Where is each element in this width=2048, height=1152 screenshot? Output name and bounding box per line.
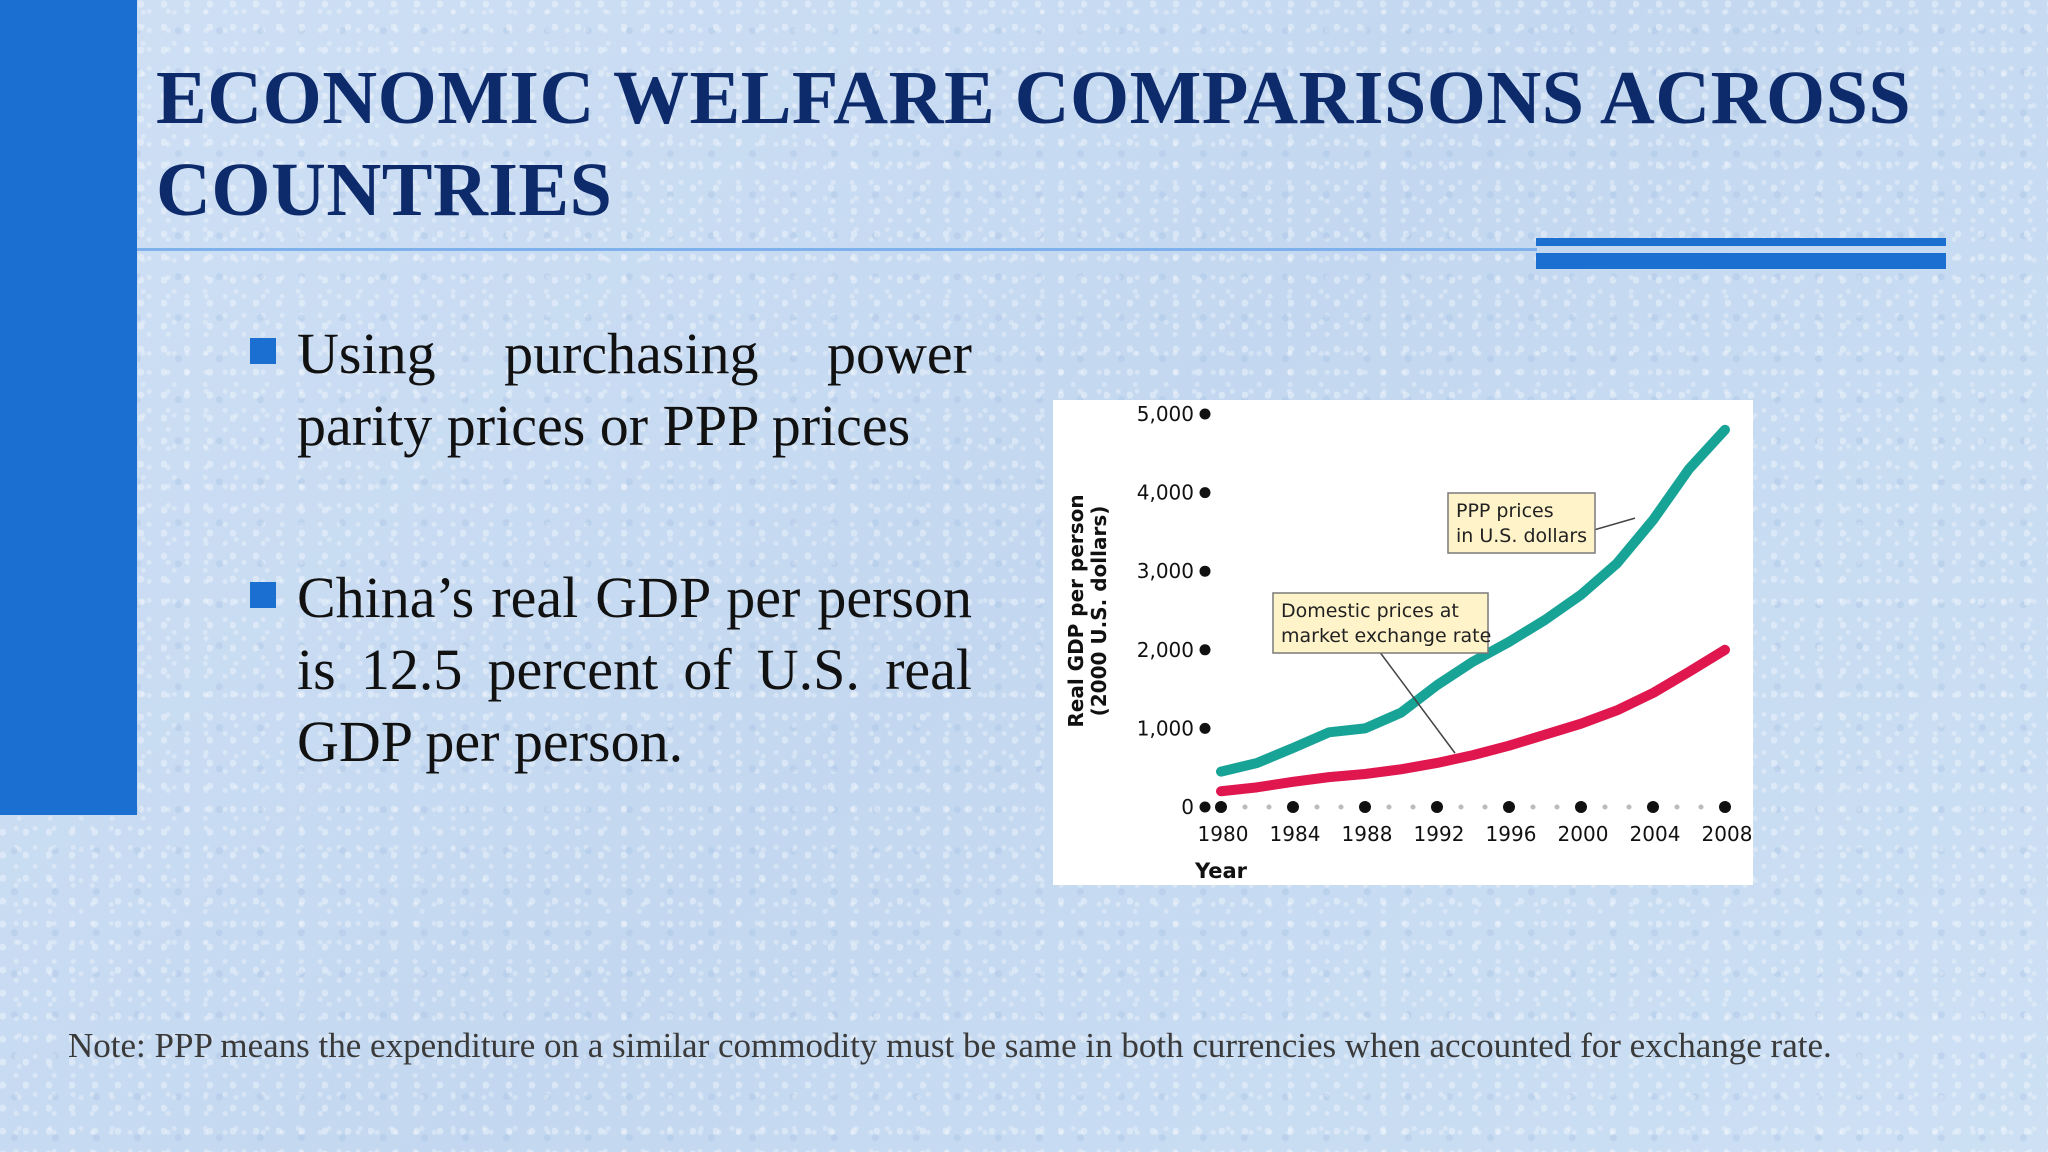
title-divider-line bbox=[137, 248, 1537, 251]
square-bullet-icon bbox=[250, 338, 276, 364]
x-tick-label: 2004 bbox=[1630, 822, 1681, 846]
x-tick-dot bbox=[1287, 801, 1299, 813]
x-minor-dot bbox=[1266, 804, 1272, 810]
y-tick-dot bbox=[1199, 801, 1211, 813]
y-tick-label: 4,000 bbox=[1137, 481, 1194, 505]
y-tick-dot bbox=[1199, 565, 1211, 577]
footnote: Note: PPP means the expenditure on a sim… bbox=[68, 1026, 1832, 1065]
left-accent-bar bbox=[0, 0, 137, 815]
gdp-chart-svg: 0 1,000 2,000 3,000 4,000 5,000 1980 1984 1988 19… bbox=[1064, 402, 1753, 883]
annotation-text: Domestic prices at bbox=[1281, 600, 1459, 622]
x-tick-label: 1980 bbox=[1198, 822, 1249, 846]
annotation-box bbox=[1447, 492, 1596, 554]
x-minor-dot bbox=[1410, 804, 1416, 810]
x-tick-dot bbox=[1359, 801, 1371, 813]
y-tick-dot bbox=[1199, 408, 1211, 420]
y-tick-dot bbox=[1199, 722, 1211, 734]
x-tick-dot bbox=[1575, 801, 1587, 813]
x-tick-label: 2000 bbox=[1558, 822, 1609, 846]
annotation-text: in U.S. dollars bbox=[1456, 525, 1587, 547]
x-tick-label: 1984 bbox=[1270, 822, 1321, 846]
y-tick-label: 0 bbox=[1181, 795, 1194, 819]
annotation-leader-line bbox=[1379, 652, 1456, 754]
title-divider-accent-top bbox=[1536, 238, 1946, 246]
x-minor-dot bbox=[1338, 804, 1344, 810]
bullet-text: China’s real GDP per person is 12.5 perc… bbox=[297, 565, 972, 774]
x-tick-label: 2008 bbox=[1702, 822, 1753, 846]
x-tick-label: 1988 bbox=[1342, 822, 1393, 846]
x-minor-dot bbox=[1242, 804, 1248, 810]
x-tick-label: 1996 bbox=[1486, 822, 1537, 846]
y-tick-dot bbox=[1199, 644, 1211, 656]
x-minor-dot bbox=[1482, 804, 1488, 810]
bullet-text: Using purchasing power parity prices or … bbox=[297, 321, 972, 458]
y-tick-label: 2,000 bbox=[1137, 638, 1194, 662]
y-tick-label: 3,000 bbox=[1137, 559, 1194, 583]
bullet-item-ppp: Using purchasing power parity prices or … bbox=[250, 318, 972, 462]
x-minor-dot bbox=[1554, 804, 1560, 810]
x-tick-dot bbox=[1647, 801, 1659, 813]
x-minor-dot bbox=[1674, 804, 1680, 810]
y-tick-label: 5,000 bbox=[1137, 402, 1194, 426]
x-tick-dot bbox=[1215, 801, 1227, 813]
x-minor-dot bbox=[1602, 804, 1608, 810]
x-tick-dot bbox=[1719, 801, 1731, 813]
x-minor-dot bbox=[1626, 804, 1632, 810]
slide-title: ECONOMIC WELFARE COMPARISONS ACROSS COUN… bbox=[156, 56, 1912, 232]
annotation-box bbox=[1272, 592, 1489, 654]
x-minor-dot bbox=[1698, 804, 1704, 810]
series-line-ppp bbox=[1216, 424, 1730, 777]
series-line-domestic bbox=[1216, 644, 1730, 797]
bullet-item-china-gdp: China’s real GDP per person is 12.5 perc… bbox=[250, 562, 972, 778]
x-tick-dot bbox=[1503, 801, 1515, 813]
annotation-text: market exchange rate bbox=[1281, 625, 1491, 647]
x-tick-dot bbox=[1431, 801, 1443, 813]
x-minor-dot bbox=[1386, 804, 1392, 810]
square-bullet-icon bbox=[250, 582, 276, 608]
y-tick-dot bbox=[1199, 487, 1211, 499]
x-axis-title: Year bbox=[1194, 859, 1248, 883]
y-tick-label: 1,000 bbox=[1137, 716, 1194, 740]
x-minor-dot bbox=[1458, 804, 1464, 810]
annotation-text: PPP prices bbox=[1456, 500, 1554, 522]
x-minor-dot bbox=[1314, 804, 1320, 810]
x-tick-label: 1992 bbox=[1414, 822, 1465, 846]
y-axis-title: Real GDP per person(2000 U.S. dollars) bbox=[1064, 494, 1111, 727]
gdp-chart: 0 1,000 2,000 3,000 4,000 5,000 1980 1984 1988 19… bbox=[1053, 400, 1753, 885]
title-divider-accent-bottom bbox=[1536, 253, 1946, 269]
x-minor-dot bbox=[1530, 804, 1536, 810]
